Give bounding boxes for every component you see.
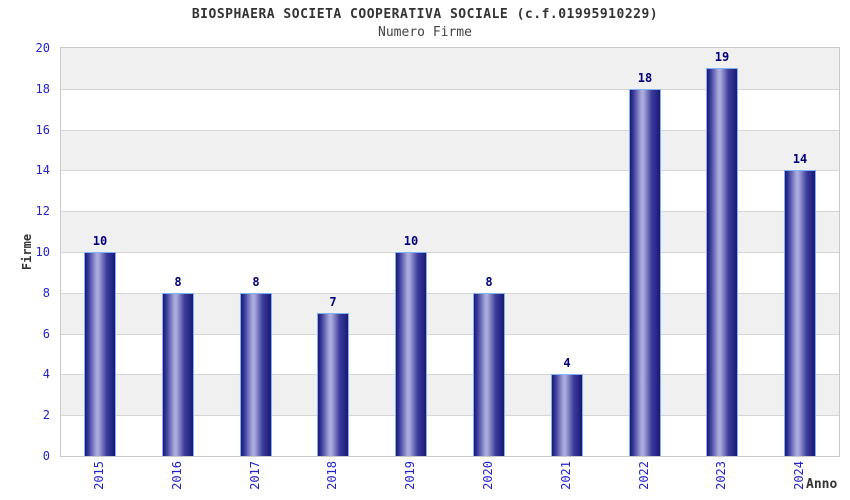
bar-2024 <box>784 170 816 456</box>
bar-2020 <box>473 293 505 456</box>
gridline <box>61 415 839 416</box>
x-tick-label: 2019 <box>403 461 417 490</box>
x-tick-label: 2015 <box>92 461 106 490</box>
x-tick-label: 2020 <box>481 461 495 490</box>
y-tick-label: 6 <box>42 327 50 341</box>
x-tick-label: 2021 <box>559 461 573 490</box>
bar-value-label: 10 <box>92 234 108 248</box>
bar-2018 <box>317 313 349 456</box>
bar-2017 <box>240 293 272 456</box>
x-tick-label: 2018 <box>325 461 339 490</box>
gridline <box>61 130 839 131</box>
bar-2023 <box>706 68 738 456</box>
y-tick-label: 0 <box>42 449 50 463</box>
y-tick-label: 12 <box>35 204 50 218</box>
bar-value-label: 8 <box>174 275 182 289</box>
x-tick-label: 2017 <box>248 461 262 490</box>
gridline <box>61 374 839 375</box>
y-tick-label: 4 <box>42 367 50 381</box>
gridline <box>61 293 839 294</box>
y-tick-label: 16 <box>35 123 50 137</box>
gridline <box>61 89 839 90</box>
bar-value-label: 18 <box>637 71 653 85</box>
bar-value-label: 8 <box>485 275 493 289</box>
bar-2022 <box>629 89 661 456</box>
x-tick-label: 2022 <box>637 461 651 490</box>
x-tick-label: 2024 <box>792 461 806 490</box>
chart-title: BIOSPHAERA SOCIETA COOPERATIVA SOCIALE (… <box>191 7 659 22</box>
y-tick-label: 2 <box>42 408 50 422</box>
bar-2016 <box>162 293 194 456</box>
y-tick-label: 10 <box>35 245 50 259</box>
bar-value-label: 4 <box>563 356 571 370</box>
bar-2015 <box>84 252 116 456</box>
y-tick-label: 14 <box>35 163 50 177</box>
gridline <box>61 252 839 253</box>
y-tick-label: 20 <box>35 41 50 55</box>
y-tick-label: 8 <box>42 286 50 300</box>
chart-subtitle: Numero Firme <box>378 25 472 40</box>
bar-value-label: 14 <box>792 152 808 166</box>
x-tick-label: 2016 <box>170 461 184 490</box>
bar-value-label: 7 <box>329 295 337 309</box>
gridline <box>61 170 839 171</box>
bar-2019 <box>395 252 427 456</box>
gridline <box>61 211 839 212</box>
x-axis-label: Anno <box>806 477 838 492</box>
bar-value-label: 19 <box>714 50 730 64</box>
bar-value-label: 8 <box>252 275 260 289</box>
y-tick-label: 18 <box>35 82 50 96</box>
bar-value-label: 10 <box>403 234 419 248</box>
plot-area: 10 8 8 7 10 8 4 18 19 14 <box>60 47 840 457</box>
gridline <box>61 334 839 335</box>
x-tick-label: 2023 <box>714 461 728 490</box>
bar-2021 <box>551 374 583 456</box>
